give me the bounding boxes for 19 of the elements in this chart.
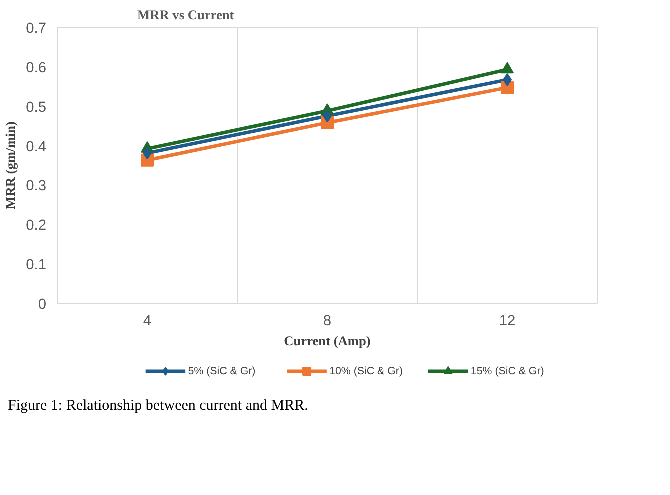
y-tick-label: 0 (38, 297, 47, 313)
caption: Figure 1: Relationship between current and MRR. (8, 397, 308, 416)
legend-label: 5% (SiC & Gr) (188, 366, 256, 378)
y-tick-label: 0.3 (26, 178, 46, 195)
x-tick-label: 4 (143, 314, 152, 330)
y-tick-label: 0.6 (26, 60, 46, 76)
y-axis-title: MRR (gm/min) (3, 122, 18, 210)
legend-label: 15% (SiC & Gr) (470, 366, 544, 378)
chart-title: MRR vs Current (138, 8, 235, 22)
x-tick-label: 12 (499, 314, 516, 330)
x-tick-label: 8 (323, 314, 332, 330)
point (501, 62, 514, 74)
y-tick-label: 0.2 (26, 218, 46, 234)
y-tick-label: 0.4 (26, 139, 46, 156)
x-axis-title: Current (Amp) (284, 334, 371, 348)
y-tick-label: 0.7 (26, 21, 46, 37)
legend-label: 10% (SiC & Gr) (330, 366, 404, 378)
y-tick-label: 0.5 (26, 100, 46, 116)
y-tick-label: 0.1 (26, 258, 46, 274)
